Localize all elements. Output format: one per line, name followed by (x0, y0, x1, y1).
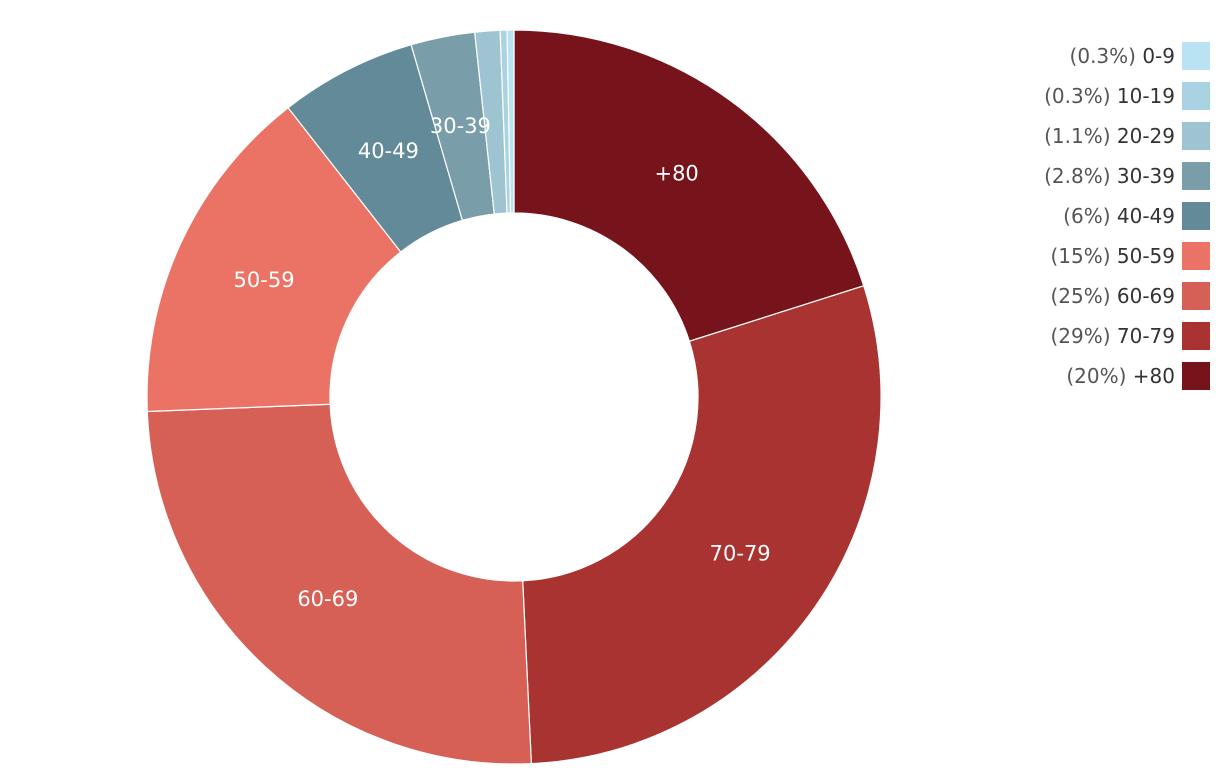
legend-label: 20-29 (1116, 124, 1175, 148)
legend-percent: (15%) (1050, 244, 1117, 268)
legend-label: 50-59 (1116, 244, 1175, 268)
slice-labels-group: +80 70-79 60-69 50-59 40-49 30-39 (234, 114, 771, 611)
legend-percent: (0.3%) (1044, 84, 1117, 108)
legend-item-plus-80[interactable]: (20%) +80 (1044, 362, 1210, 390)
slices-group (146, 29, 882, 765)
slice-label-plus-80: +80 (654, 162, 698, 186)
legend-item-20-29[interactable]: (1.1%) 20-29 (1044, 122, 1210, 150)
legend-percent: (0.3%) (1069, 44, 1143, 68)
legend: (0.3%) 0-9 (0.3%) 10-19 (1.1%) 20-29 (2.8%)… (1044, 42, 1210, 402)
legend-percent: (1.1%) (1044, 124, 1117, 148)
slice-60-69[interactable] (146, 403, 533, 765)
legend-swatch (1182, 122, 1210, 150)
slice-label-60-69: 60-69 (297, 587, 358, 611)
legend-label: +80 (1132, 364, 1175, 388)
legend-percent: (25%) (1050, 284, 1117, 308)
legend-swatch (1182, 42, 1210, 70)
legend-label: 10-19 (1116, 84, 1175, 108)
legend-item-40-49[interactable]: (6%) 40-49 (1044, 202, 1210, 230)
legend-swatch (1182, 82, 1210, 110)
legend-percent: (2.8%) (1044, 164, 1117, 188)
legend-item-30-39[interactable]: (2.8%) 30-39 (1044, 162, 1210, 190)
legend-label: 70-79 (1116, 324, 1175, 348)
slice-70-79[interactable] (522, 285, 882, 765)
legend-item-70-79[interactable]: (29%) 70-79 (1044, 322, 1210, 350)
legend-percent: (29%) (1050, 324, 1117, 348)
legend-swatch (1182, 162, 1210, 190)
legend-percent: (20%) (1066, 364, 1133, 388)
slice-label-50-59: 50-59 (234, 268, 295, 292)
legend-item-50-59[interactable]: (15%) 50-59 (1044, 242, 1210, 270)
legend-label: 40-49 (1116, 204, 1175, 228)
legend-label: 30-39 (1116, 164, 1175, 188)
legend-swatch (1182, 322, 1210, 350)
legend-swatch (1182, 282, 1210, 310)
slice-0-9[interactable] (506, 29, 515, 214)
slice-label-40-49: 40-49 (358, 139, 419, 163)
slice-plus-80[interactable] (513, 29, 865, 343)
legend-label: 60-69 (1116, 284, 1175, 308)
legend-swatch (1182, 362, 1210, 390)
legend-label: 0-9 (1142, 44, 1175, 68)
legend-item-10-19[interactable]: (0.3%) 10-19 (1044, 82, 1210, 110)
legend-swatch (1182, 242, 1210, 270)
slice-label-70-79: 70-79 (710, 541, 771, 565)
slice-label-30-39: 30-39 (430, 114, 491, 138)
slice-50-59[interactable] (146, 106, 402, 413)
legend-percent: (6%) (1063, 204, 1117, 228)
legend-item-0-9[interactable]: (0.3%) 0-9 (1044, 42, 1210, 70)
legend-swatch (1182, 202, 1210, 230)
legend-item-60-69[interactable]: (25%) 60-69 (1044, 282, 1210, 310)
